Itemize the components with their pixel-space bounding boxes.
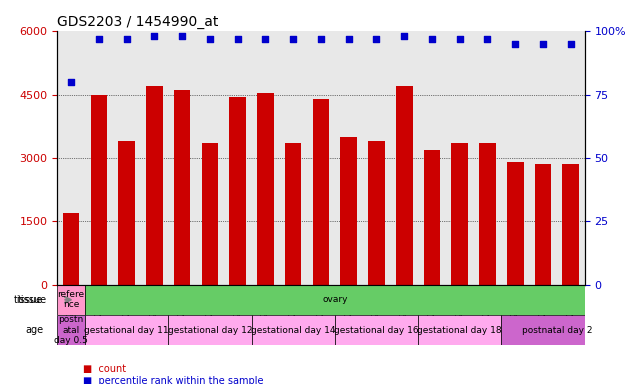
- Point: [371, 36, 381, 42]
- FancyBboxPatch shape: [251, 315, 335, 345]
- Text: ■  percentile rank within the sample: ■ percentile rank within the sample: [83, 376, 264, 384]
- Bar: [257, 93, 274, 285]
- Text: tissue: tissue: [14, 295, 44, 305]
- FancyBboxPatch shape: [85, 285, 585, 315]
- Point: [316, 36, 326, 42]
- Bar: [396, 86, 413, 285]
- Text: gestational day 18: gestational day 18: [417, 326, 502, 335]
- Bar: [313, 99, 329, 285]
- FancyBboxPatch shape: [501, 315, 612, 345]
- Text: gestational day 14: gestational day 14: [251, 326, 335, 335]
- Text: ovary: ovary: [322, 295, 347, 304]
- Bar: [451, 143, 468, 285]
- Bar: [562, 164, 579, 285]
- Text: GDS2203 / 1454990_at: GDS2203 / 1454990_at: [57, 15, 219, 29]
- Point: [510, 41, 520, 47]
- Bar: [174, 91, 190, 285]
- Point: [454, 36, 465, 42]
- Bar: [229, 97, 246, 285]
- Bar: [63, 213, 79, 285]
- FancyBboxPatch shape: [57, 285, 85, 315]
- Point: [233, 36, 243, 42]
- Point: [260, 36, 271, 42]
- Text: age: age: [25, 325, 44, 335]
- Point: [122, 36, 132, 42]
- Point: [94, 36, 104, 42]
- Bar: [119, 141, 135, 285]
- Point: [427, 36, 437, 42]
- Point: [204, 36, 215, 42]
- Text: gestational day 16: gestational day 16: [334, 326, 419, 335]
- Text: tissue: tissue: [17, 295, 47, 305]
- Point: [538, 41, 548, 47]
- Bar: [535, 164, 551, 285]
- Text: refere
nce: refere nce: [58, 290, 85, 310]
- Point: [66, 79, 76, 85]
- Point: [344, 36, 354, 42]
- Bar: [146, 86, 163, 285]
- Text: ■  count: ■ count: [83, 364, 126, 374]
- FancyBboxPatch shape: [85, 315, 168, 345]
- Text: gestational day 12: gestational day 12: [168, 326, 252, 335]
- FancyBboxPatch shape: [168, 315, 251, 345]
- Text: postn
atal
day 0.5: postn atal day 0.5: [54, 315, 88, 345]
- Text: postnatal day 2: postnatal day 2: [522, 326, 592, 335]
- Point: [288, 36, 298, 42]
- FancyBboxPatch shape: [57, 315, 85, 345]
- Point: [483, 36, 493, 42]
- Bar: [424, 150, 440, 285]
- Bar: [285, 143, 301, 285]
- Bar: [201, 143, 218, 285]
- Bar: [368, 141, 385, 285]
- Point: [149, 33, 160, 40]
- Point: [177, 33, 187, 40]
- FancyBboxPatch shape: [418, 315, 501, 345]
- Bar: [340, 137, 357, 285]
- Text: gestational day 11: gestational day 11: [84, 326, 169, 335]
- Point: [565, 41, 576, 47]
- Bar: [507, 162, 524, 285]
- Bar: [479, 143, 496, 285]
- FancyBboxPatch shape: [335, 315, 418, 345]
- Bar: [90, 95, 107, 285]
- Point: [399, 33, 410, 40]
